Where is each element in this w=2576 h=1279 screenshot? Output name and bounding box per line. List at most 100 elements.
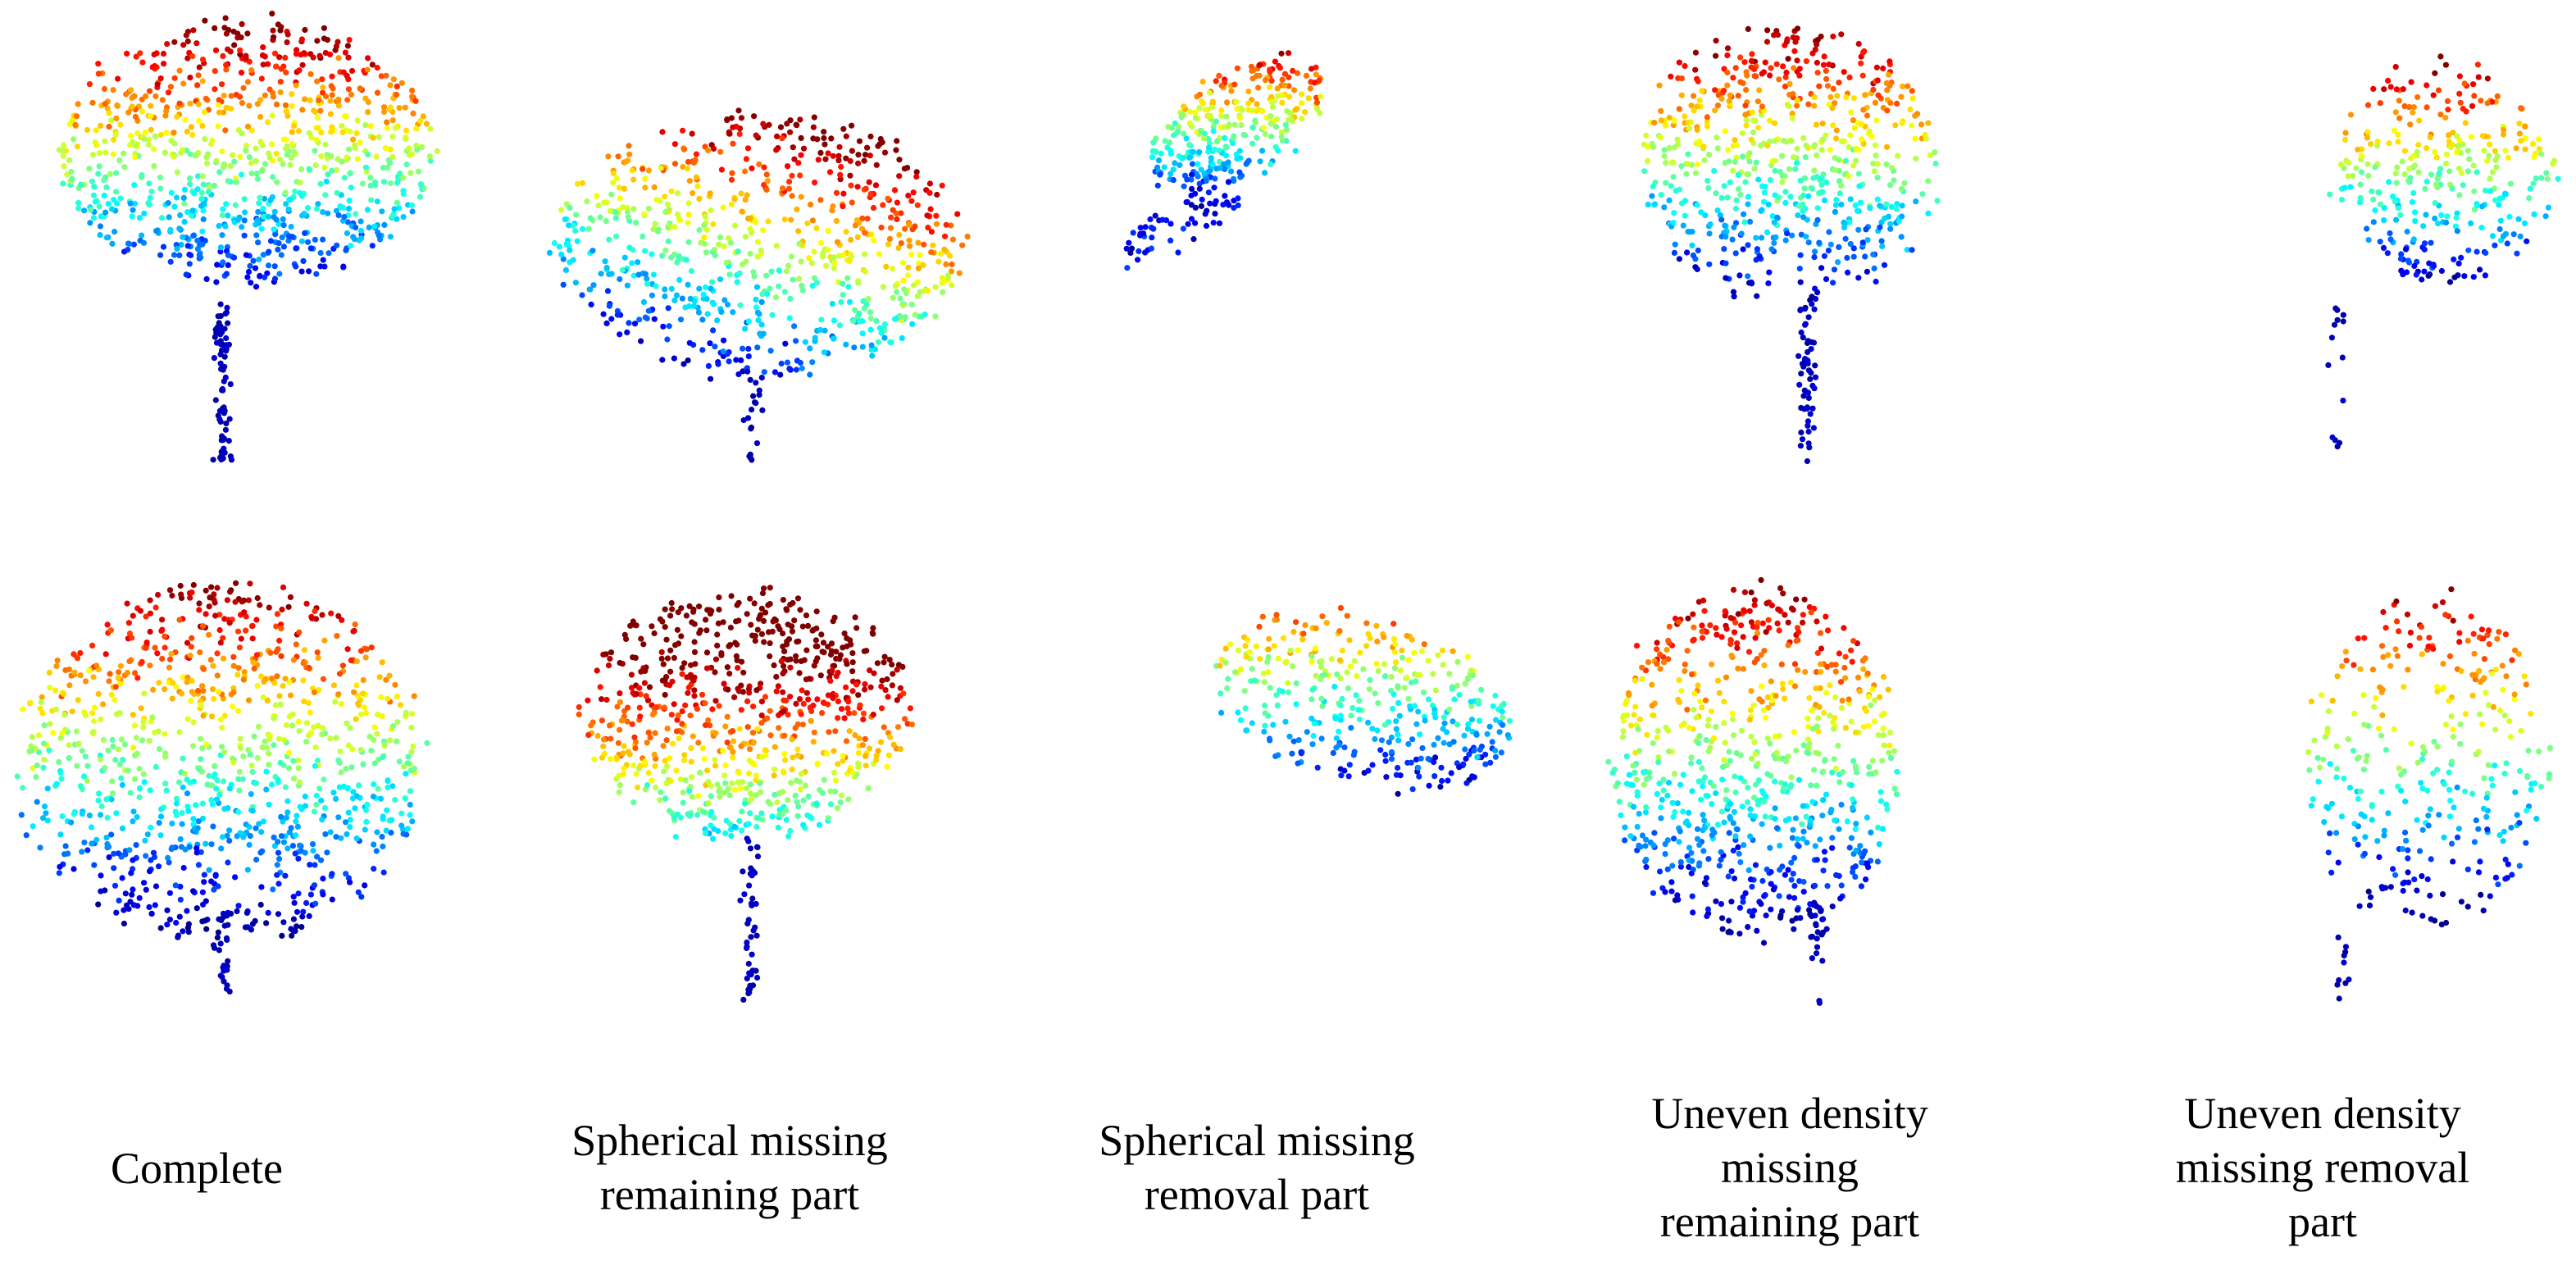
point [833, 217, 840, 225]
point [216, 169, 223, 175]
point [898, 210, 904, 216]
point [1292, 107, 1299, 113]
point [365, 109, 371, 116]
point [869, 630, 876, 636]
point [747, 781, 753, 788]
point [243, 142, 249, 149]
point [1776, 76, 1782, 83]
point [1932, 160, 1939, 167]
point [868, 231, 875, 238]
point [758, 699, 766, 705]
point [247, 751, 253, 758]
point [227, 381, 234, 388]
point [89, 642, 96, 649]
point [230, 759, 236, 766]
point [838, 163, 844, 171]
point [2340, 318, 2346, 325]
point [191, 690, 198, 698]
point [867, 315, 874, 322]
point [245, 747, 252, 753]
point [226, 785, 233, 792]
point [335, 691, 342, 698]
point [1192, 115, 1199, 121]
point [2475, 74, 2482, 80]
point [1814, 205, 1821, 212]
point [787, 295, 794, 302]
point [148, 910, 155, 917]
point [1860, 141, 1867, 148]
point [1904, 247, 1910, 253]
point [722, 780, 729, 786]
point [773, 688, 780, 694]
point [137, 237, 143, 244]
point [1818, 189, 1825, 195]
point [633, 771, 639, 777]
point [1249, 75, 1256, 82]
point [394, 694, 400, 700]
point [1181, 130, 1187, 137]
point [1672, 144, 1678, 151]
point [2458, 254, 2464, 261]
point [2464, 148, 2471, 154]
point [635, 271, 642, 278]
point [1850, 253, 1857, 260]
point [176, 729, 183, 735]
point [810, 739, 817, 745]
point [1172, 160, 1178, 166]
point [896, 312, 903, 319]
point [1814, 152, 1820, 158]
point [234, 671, 241, 678]
point [598, 717, 606, 724]
point [162, 149, 168, 156]
point [1137, 225, 1144, 231]
point [917, 252, 923, 258]
point [1672, 241, 1678, 248]
point [1706, 152, 1713, 158]
point [29, 734, 35, 740]
point [877, 739, 885, 745]
point [323, 178, 330, 184]
point [157, 132, 164, 139]
point [630, 272, 637, 279]
point [280, 136, 287, 143]
point [2514, 250, 2520, 257]
point [2339, 354, 2346, 361]
point [232, 599, 239, 605]
point [891, 187, 899, 193]
point [1839, 138, 1846, 145]
point [730, 124, 736, 130]
point [289, 102, 295, 109]
point [1772, 167, 1778, 174]
point [283, 721, 289, 729]
point [933, 221, 940, 227]
point [164, 907, 171, 913]
point [668, 712, 675, 718]
point [271, 214, 277, 221]
point [735, 107, 742, 114]
point [287, 162, 294, 168]
point [220, 52, 226, 59]
point [2411, 262, 2418, 270]
point [1810, 175, 1817, 181]
point [276, 157, 284, 163]
point [253, 157, 259, 164]
point [905, 193, 912, 199]
point [676, 253, 682, 260]
point [1299, 116, 1305, 122]
point [152, 902, 158, 908]
point [270, 157, 276, 164]
point [646, 684, 653, 690]
point [690, 733, 696, 740]
point [162, 781, 169, 787]
point [131, 93, 138, 99]
point [1860, 107, 1867, 113]
point [748, 934, 754, 940]
point [1149, 234, 1155, 241]
point [199, 123, 206, 130]
point [911, 282, 917, 289]
point [830, 618, 836, 625]
point [2455, 143, 2462, 149]
point [740, 868, 746, 875]
point [116, 897, 122, 903]
point [141, 136, 148, 143]
